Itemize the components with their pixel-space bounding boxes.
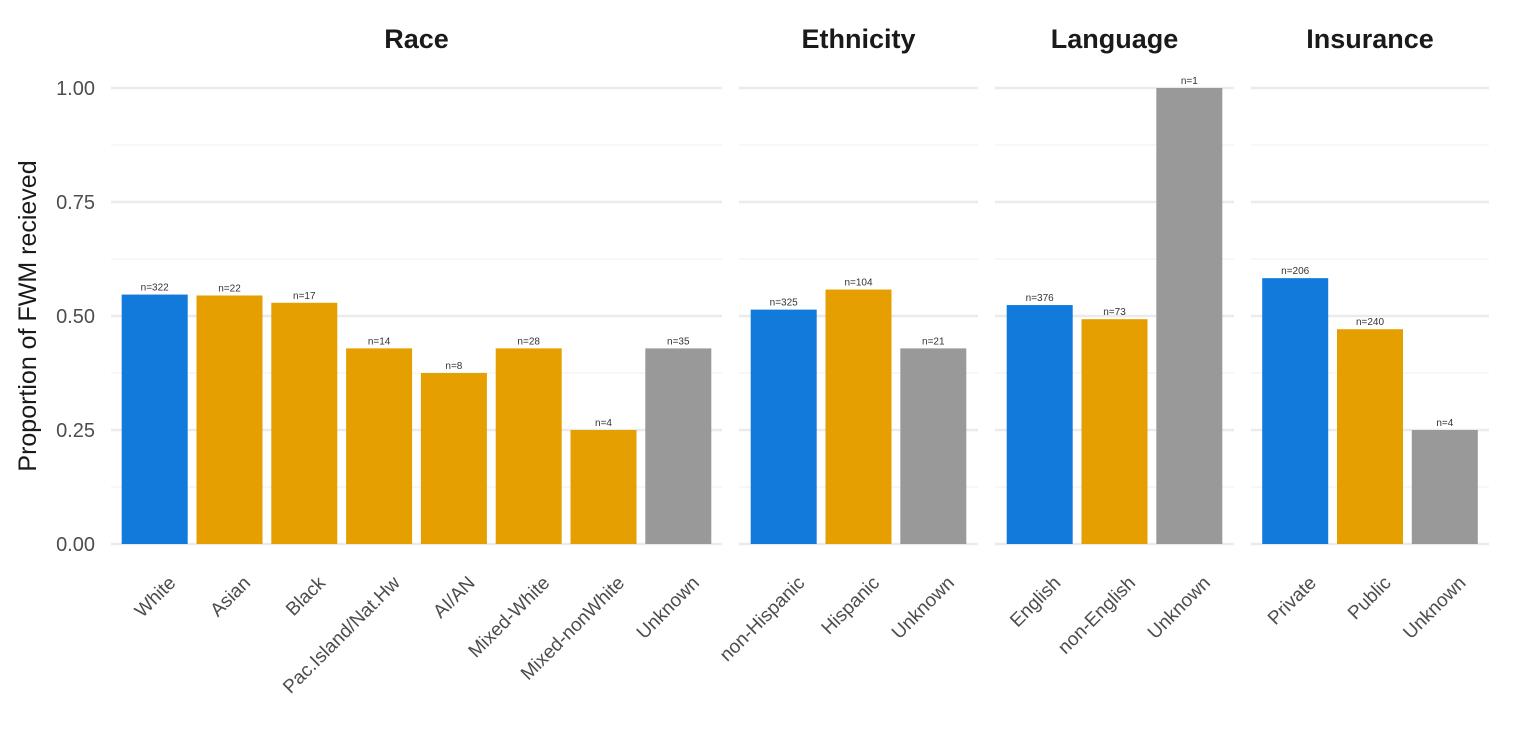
- facet-title: Language: [1051, 24, 1179, 54]
- bar: [900, 348, 967, 544]
- x-tick-label: Unknown: [1399, 573, 1470, 644]
- bar: [1156, 88, 1223, 544]
- bar: [121, 294, 188, 544]
- n-label: n=376: [1026, 293, 1055, 304]
- n-label: n=4: [595, 418, 612, 429]
- bar: [1006, 305, 1073, 544]
- x-tick-label: Black: [282, 572, 330, 620]
- x-tick-label: Private: [1264, 573, 1321, 630]
- x-tick-label: English: [1006, 573, 1065, 632]
- n-label: n=104: [844, 278, 873, 289]
- facet-title: Race: [384, 24, 449, 54]
- bar: [750, 309, 817, 544]
- bar: [271, 302, 338, 544]
- bar: [1262, 278, 1329, 544]
- bar: [1081, 319, 1148, 544]
- y-tick-label: 0.50: [56, 306, 95, 328]
- bar: [1411, 430, 1478, 544]
- x-tick-label: Asian: [207, 573, 255, 621]
- x-tick-label: non-English: [1054, 573, 1140, 659]
- bar: [196, 295, 263, 544]
- facet-panel: Ethnicity n=325 non-Hispanic n=104 Hispanic n…: [716, 24, 978, 666]
- x-tick-label: Public: [1344, 573, 1395, 624]
- x-tick-label: Unknown: [888, 573, 959, 644]
- x-tick-label: Unknown: [1144, 573, 1215, 644]
- facet-title: Ethnicity: [801, 24, 915, 54]
- n-label: n=17: [293, 291, 316, 302]
- n-label: n=35: [667, 336, 690, 347]
- bar: [825, 289, 892, 544]
- x-tick-label: AI/AN: [429, 573, 479, 623]
- n-label: n=14: [368, 336, 391, 347]
- y-tick-label: 0.00: [56, 534, 95, 556]
- n-label: n=22: [218, 283, 241, 294]
- facet-title: Insurance: [1306, 24, 1434, 54]
- n-label: n=206: [1281, 266, 1310, 277]
- bar: [645, 348, 712, 544]
- facet-panel: Insurance n=206 Private n=240 Public n=4 Unkno…: [1251, 24, 1489, 644]
- x-tick-label: non-Hispanic: [716, 573, 809, 666]
- bar: [1337, 329, 1403, 544]
- n-label: n=322: [141, 283, 170, 294]
- n-label: n=73: [1103, 307, 1126, 318]
- facet-panel: Language n=376 English n=73 non-English n=1 Un…: [995, 24, 1234, 658]
- y-axis-label: Proportion of FWM recieved: [14, 160, 42, 471]
- bar: [420, 373, 487, 544]
- n-label: n=4: [1436, 418, 1453, 429]
- bar: [570, 430, 637, 544]
- x-tick-label: White: [131, 573, 180, 622]
- n-label: n=28: [517, 336, 540, 347]
- bar: [495, 348, 562, 544]
- n-label: n=1: [1181, 76, 1198, 87]
- n-label: n=8: [445, 361, 462, 372]
- n-label: n=325: [770, 298, 799, 309]
- n-label: n=21: [922, 336, 945, 347]
- y-tick-label: 0.25: [56, 420, 95, 442]
- y-tick-label: 0.75: [56, 192, 95, 214]
- facet-panel: Racen=322Whiten=22Asiann=17Blackn=14Pac.…: [111, 24, 722, 698]
- x-tick-label: Hispanic: [818, 573, 884, 639]
- bar: [346, 348, 413, 544]
- n-label: n=240: [1356, 317, 1385, 328]
- y-axis: 0.00 0.25 0.50 0.75 1.00: [56, 78, 95, 556]
- y-tick-label: 1.00: [56, 78, 95, 100]
- facet-panels: Racen=322Whiten=22Asiann=17Blackn=14Pac.…: [111, 24, 1489, 698]
- x-tick-label: Unknown: [633, 573, 704, 644]
